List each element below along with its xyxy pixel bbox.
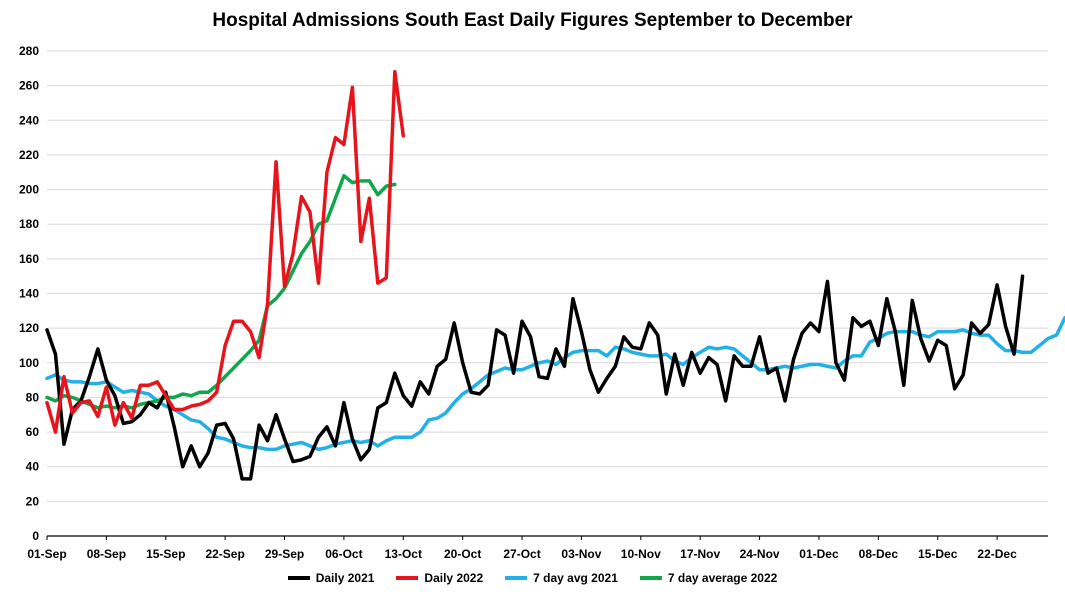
y-tick-label: 100 <box>19 356 39 370</box>
x-tick-label: 20-Oct <box>444 547 481 561</box>
y-tick-label: 80 <box>26 390 40 404</box>
x-tick-label: 22-Dec <box>977 547 1017 561</box>
x-tick-label: 01-Dec <box>799 547 839 561</box>
x-tick-label: 03-Nov <box>561 547 601 561</box>
legend-item-avg-2022: 7 day average 2022 <box>639 571 778 585</box>
y-tick-label: 0 <box>32 529 39 543</box>
series-line-7-day-average-2022 <box>45 173 397 410</box>
legend-item-avg-2021: 7 day avg 2021 <box>505 571 618 585</box>
y-tick-label: 180 <box>19 217 39 231</box>
legend-swatch-avg-2021 <box>505 576 528 580</box>
x-tick-label: 29-Sep <box>265 547 304 561</box>
legend-swatch-daily-2022 <box>396 576 419 580</box>
series-line-daily-2021 <box>45 274 1025 481</box>
y-tick-labels: 0 20 40 60 80 100 120 140 160 180 200 220 240 260 280 <box>19 44 39 543</box>
y-tick-label: 160 <box>19 252 39 266</box>
legend-label-avg-2022: 7 day average 2022 <box>667 571 778 585</box>
legend-swatch-avg-2022 <box>639 576 662 580</box>
x-tick-label: 24-Nov <box>740 547 780 561</box>
legend: Daily 2021 Daily 2022 7 day avg 2021 7 d… <box>0 571 1065 585</box>
y-tick-label: 200 <box>19 183 39 197</box>
x-tick-label: 13-Oct <box>385 547 422 561</box>
legend-item-daily-2022: Daily 2022 <box>396 571 483 585</box>
legend-label-avg-2021: 7 day avg 2021 <box>533 571 618 585</box>
y-tick-label: 20 <box>26 494 40 508</box>
legend-item-daily-2021: Daily 2021 <box>287 571 375 585</box>
axes <box>46 535 1048 540</box>
x-tick-label: 01-Sep <box>27 547 66 561</box>
x-tick-label: 15-Dec <box>918 547 958 561</box>
x-tick-label: 10-Nov <box>621 547 661 561</box>
series-line-7-day-avg-2021 <box>45 316 1065 452</box>
gridlines <box>47 50 1048 502</box>
y-tick-label: 140 <box>19 287 39 301</box>
series-line-daily-2022 <box>45 70 406 434</box>
y-tick-label: 260 <box>19 79 39 93</box>
x-tick-label: 06-Oct <box>325 547 362 561</box>
y-tick-label: 60 <box>26 425 40 439</box>
legend-label-daily-2022: Daily 2022 <box>424 571 484 585</box>
x-tick-label: 08-Sep <box>87 547 126 561</box>
chart-title: Hospital Admissions South East Daily Fig… <box>212 10 853 31</box>
x-tick-label: 17-Nov <box>680 547 720 561</box>
x-tick-labels: 01-Sep 08-Sep 15-Sep 22-Sep 29-Sep 06-Oct 13-O… <box>27 547 1017 561</box>
x-tick-label: 27-Oct <box>503 547 540 561</box>
legend-label-daily-2021: Daily 2021 <box>315 571 375 585</box>
series-lines <box>45 70 1065 481</box>
y-tick-label: 40 <box>26 460 40 474</box>
y-tick-label: 280 <box>19 44 39 58</box>
y-tick-label: 240 <box>19 113 39 127</box>
legend-swatch-daily-2021 <box>287 576 310 580</box>
x-tick-label: 15-Sep <box>146 547 185 561</box>
y-tick-label: 120 <box>19 321 39 335</box>
y-tick-label: 220 <box>19 148 39 162</box>
x-tick-label: 22-Sep <box>205 547 244 561</box>
x-tick-label: 08-Dec <box>859 547 899 561</box>
